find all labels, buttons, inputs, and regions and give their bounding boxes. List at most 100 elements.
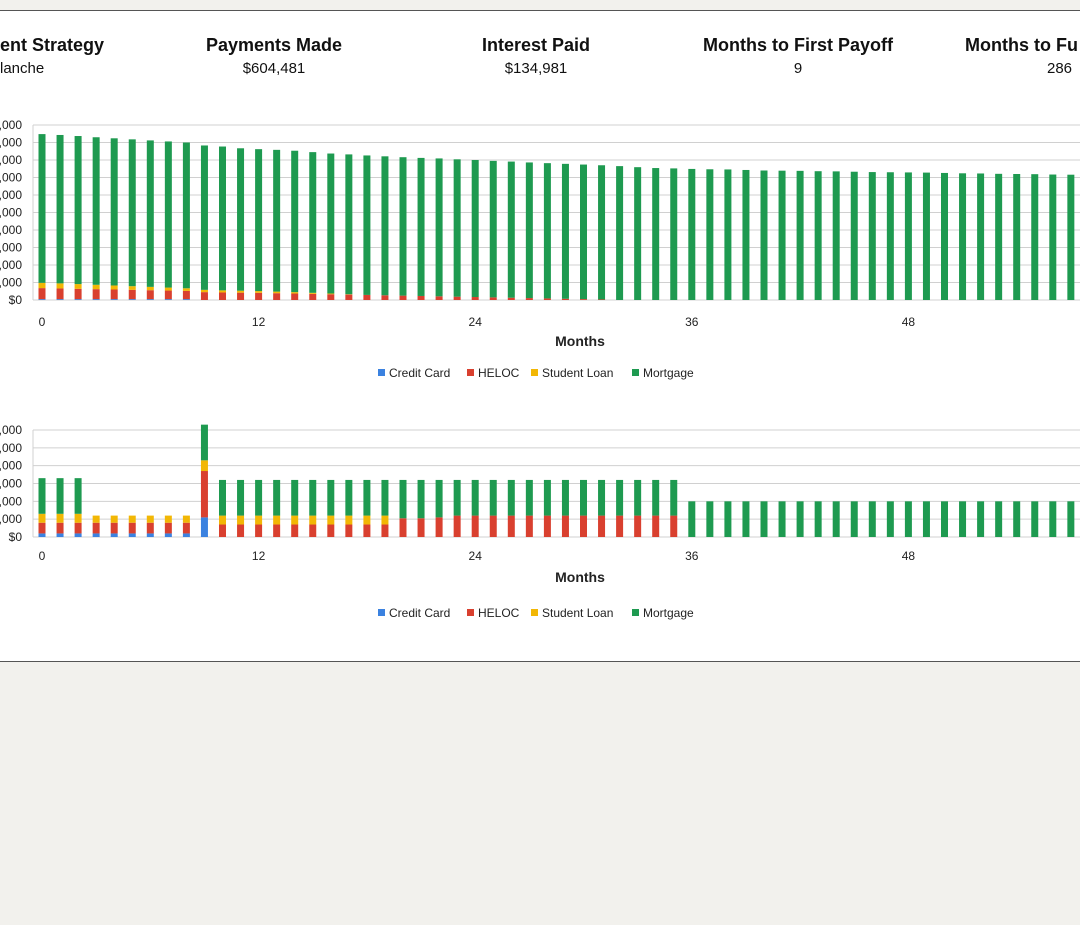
bar-segment-mortgage (57, 478, 64, 514)
bar-segment-heloc (273, 525, 280, 537)
bar-segment-heloc (436, 517, 443, 537)
bar-segment-credit-card (165, 533, 172, 537)
bar-segment-heloc (165, 523, 172, 534)
bar-segment-student-loan (327, 294, 334, 295)
bar-segment-credit-card (93, 299, 100, 300)
bar-segment-mortgage (327, 480, 334, 516)
bar-segment-mortgage (183, 143, 190, 289)
bar-segment-mortgage (363, 480, 370, 516)
bar-segment-credit-card (183, 533, 190, 537)
x-axis-title: Months (555, 569, 605, 585)
y-tick-label: 0,000 (0, 171, 22, 185)
bar-segment-mortgage (363, 155, 370, 294)
x-tick-label: 12 (252, 315, 266, 329)
y-tick-label: 0,000 (0, 494, 22, 508)
legend-label: HELOC (478, 606, 520, 620)
bar-segment-student-loan (309, 516, 316, 525)
legend-label: Student Loan (542, 366, 613, 380)
bar-segment-student-loan (111, 285, 118, 289)
bar-segment-mortgage (291, 480, 298, 516)
bar-segment-student-loan (363, 516, 370, 525)
bar-segment-mortgage (219, 147, 226, 291)
bar-segment-student-loan (111, 516, 118, 523)
bar-segment-mortgage (959, 173, 966, 300)
bar-segment-heloc (201, 471, 208, 517)
bar-segment-heloc (345, 525, 352, 537)
bar-segment-heloc (327, 525, 334, 537)
legend-swatch (467, 369, 474, 376)
bar-segment-mortgage (869, 172, 876, 300)
bar-segment-heloc (526, 516, 533, 537)
bar-segment-mortgage (977, 173, 984, 300)
bar-segment-student-loan (75, 514, 82, 523)
bar-segment-heloc (75, 289, 82, 299)
bar-segment-heloc (147, 523, 154, 534)
bar-segment-heloc (309, 525, 316, 537)
bar-segment-mortgage (1067, 175, 1074, 300)
bar-segment-mortgage (688, 501, 695, 537)
bar-segment-student-loan (201, 290, 208, 292)
bar-segment-heloc (472, 297, 479, 300)
bar-segment-mortgage (345, 480, 352, 516)
x-tick-label: 36 (685, 315, 699, 329)
bar-segment-mortgage (165, 141, 172, 287)
y-tick-label: 0,000 (0, 477, 22, 491)
bar-segment-mortgage (977, 501, 984, 537)
bar-segment-mortgage (779, 501, 786, 537)
y-tick-label: 0,000 (0, 223, 22, 237)
bar-segment-mortgage (742, 501, 749, 537)
x-tick-label: 24 (469, 315, 483, 329)
bar-segment-credit-card (39, 533, 46, 537)
bar-segment-student-loan (39, 514, 46, 523)
bar-segment-heloc (93, 289, 100, 299)
legend-swatch (378, 369, 385, 376)
bar-segment-student-loan (381, 516, 388, 525)
bar-segment-heloc (57, 288, 64, 299)
bar-segment-mortgage (905, 501, 912, 537)
bar-segment-heloc (291, 525, 298, 537)
y-tick-label: 0,000 (0, 136, 22, 150)
y-tick-label: $0 (9, 530, 23, 544)
y-tick-label: 0,000 (0, 258, 22, 272)
bar-segment-mortgage (1031, 501, 1038, 537)
bar-segment-heloc (57, 523, 64, 534)
bar-segment-credit-card (93, 533, 100, 537)
bar-segment-heloc (670, 516, 677, 537)
bar-segment-mortgage (75, 136, 82, 284)
bar-segment-student-loan (57, 283, 64, 288)
legend-label: Mortgage (643, 606, 694, 620)
bar-segment-mortgage (887, 501, 894, 537)
bar-segment-mortgage (851, 501, 858, 537)
bar-segment-mortgage (688, 169, 695, 300)
stat-value: 286 (955, 59, 1080, 79)
stat-label: Months to Fu (955, 34, 1080, 56)
bar-segment-mortgage (201, 425, 208, 461)
stat-label: Months to First Payoff (683, 34, 913, 56)
stat-interest-paid: Interest Paid $134,981 (446, 34, 626, 79)
bar-segment-heloc (616, 516, 623, 537)
bar-segment-student-loan (57, 514, 64, 523)
bar-segment-mortgage (544, 480, 551, 516)
bar-segment-mortgage (1013, 174, 1020, 300)
bar-segment-heloc (237, 293, 244, 300)
bar-segment-heloc (472, 516, 479, 537)
bar-segment-mortgage (923, 501, 930, 537)
bar-segment-mortgage (418, 158, 425, 296)
bar-segment-heloc (508, 516, 515, 537)
bar-segment-mortgage (291, 151, 298, 292)
bar-segment-heloc (381, 525, 388, 537)
y-tick-label: 0,000 (0, 206, 22, 220)
stat-value: $604,481 (184, 59, 364, 79)
bar-segment-heloc (418, 296, 425, 300)
y-tick-label: 0,000 (0, 118, 22, 132)
bar-segment-mortgage (237, 480, 244, 516)
bar-segment-mortgage (544, 163, 551, 298)
bar-segment-mortgage (941, 501, 948, 537)
legend-swatch (632, 369, 639, 376)
x-tick-label: 48 (902, 549, 916, 563)
balance-by-debt-chart: $00,0000,0000,0000,0000,0000,0000,0000,0… (0, 115, 1080, 385)
bar-segment-heloc (93, 523, 100, 534)
bar-segment-mortgage (742, 170, 749, 300)
bar-segment-heloc (562, 299, 569, 300)
bar-segment-heloc (598, 516, 605, 537)
